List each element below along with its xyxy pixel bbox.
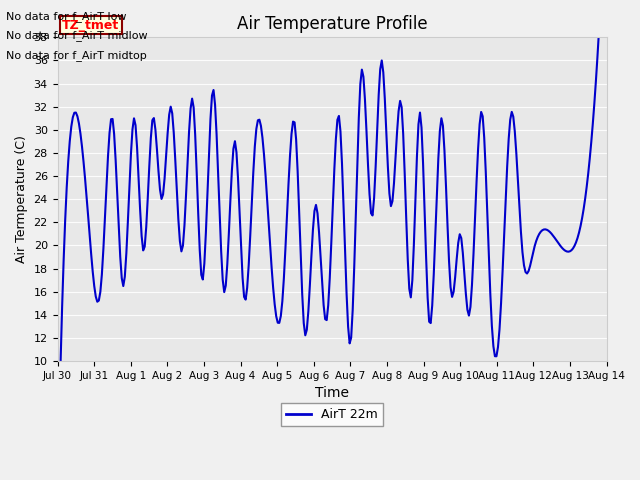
Title: Air Temperature Profile: Air Temperature Profile [237, 15, 428, 33]
Legend: AirT 22m: AirT 22m [281, 403, 383, 426]
Y-axis label: Air Termperature (C): Air Termperature (C) [15, 135, 28, 263]
Text: No data for f_AirT midtop: No data for f_AirT midtop [6, 49, 147, 60]
X-axis label: Time: Time [315, 386, 349, 400]
Text: TZ_tmet: TZ_tmet [62, 19, 120, 32]
Text: No data for f_AirT midlow: No data for f_AirT midlow [6, 30, 148, 41]
Text: No data for f_AirT low: No data for f_AirT low [6, 11, 127, 22]
